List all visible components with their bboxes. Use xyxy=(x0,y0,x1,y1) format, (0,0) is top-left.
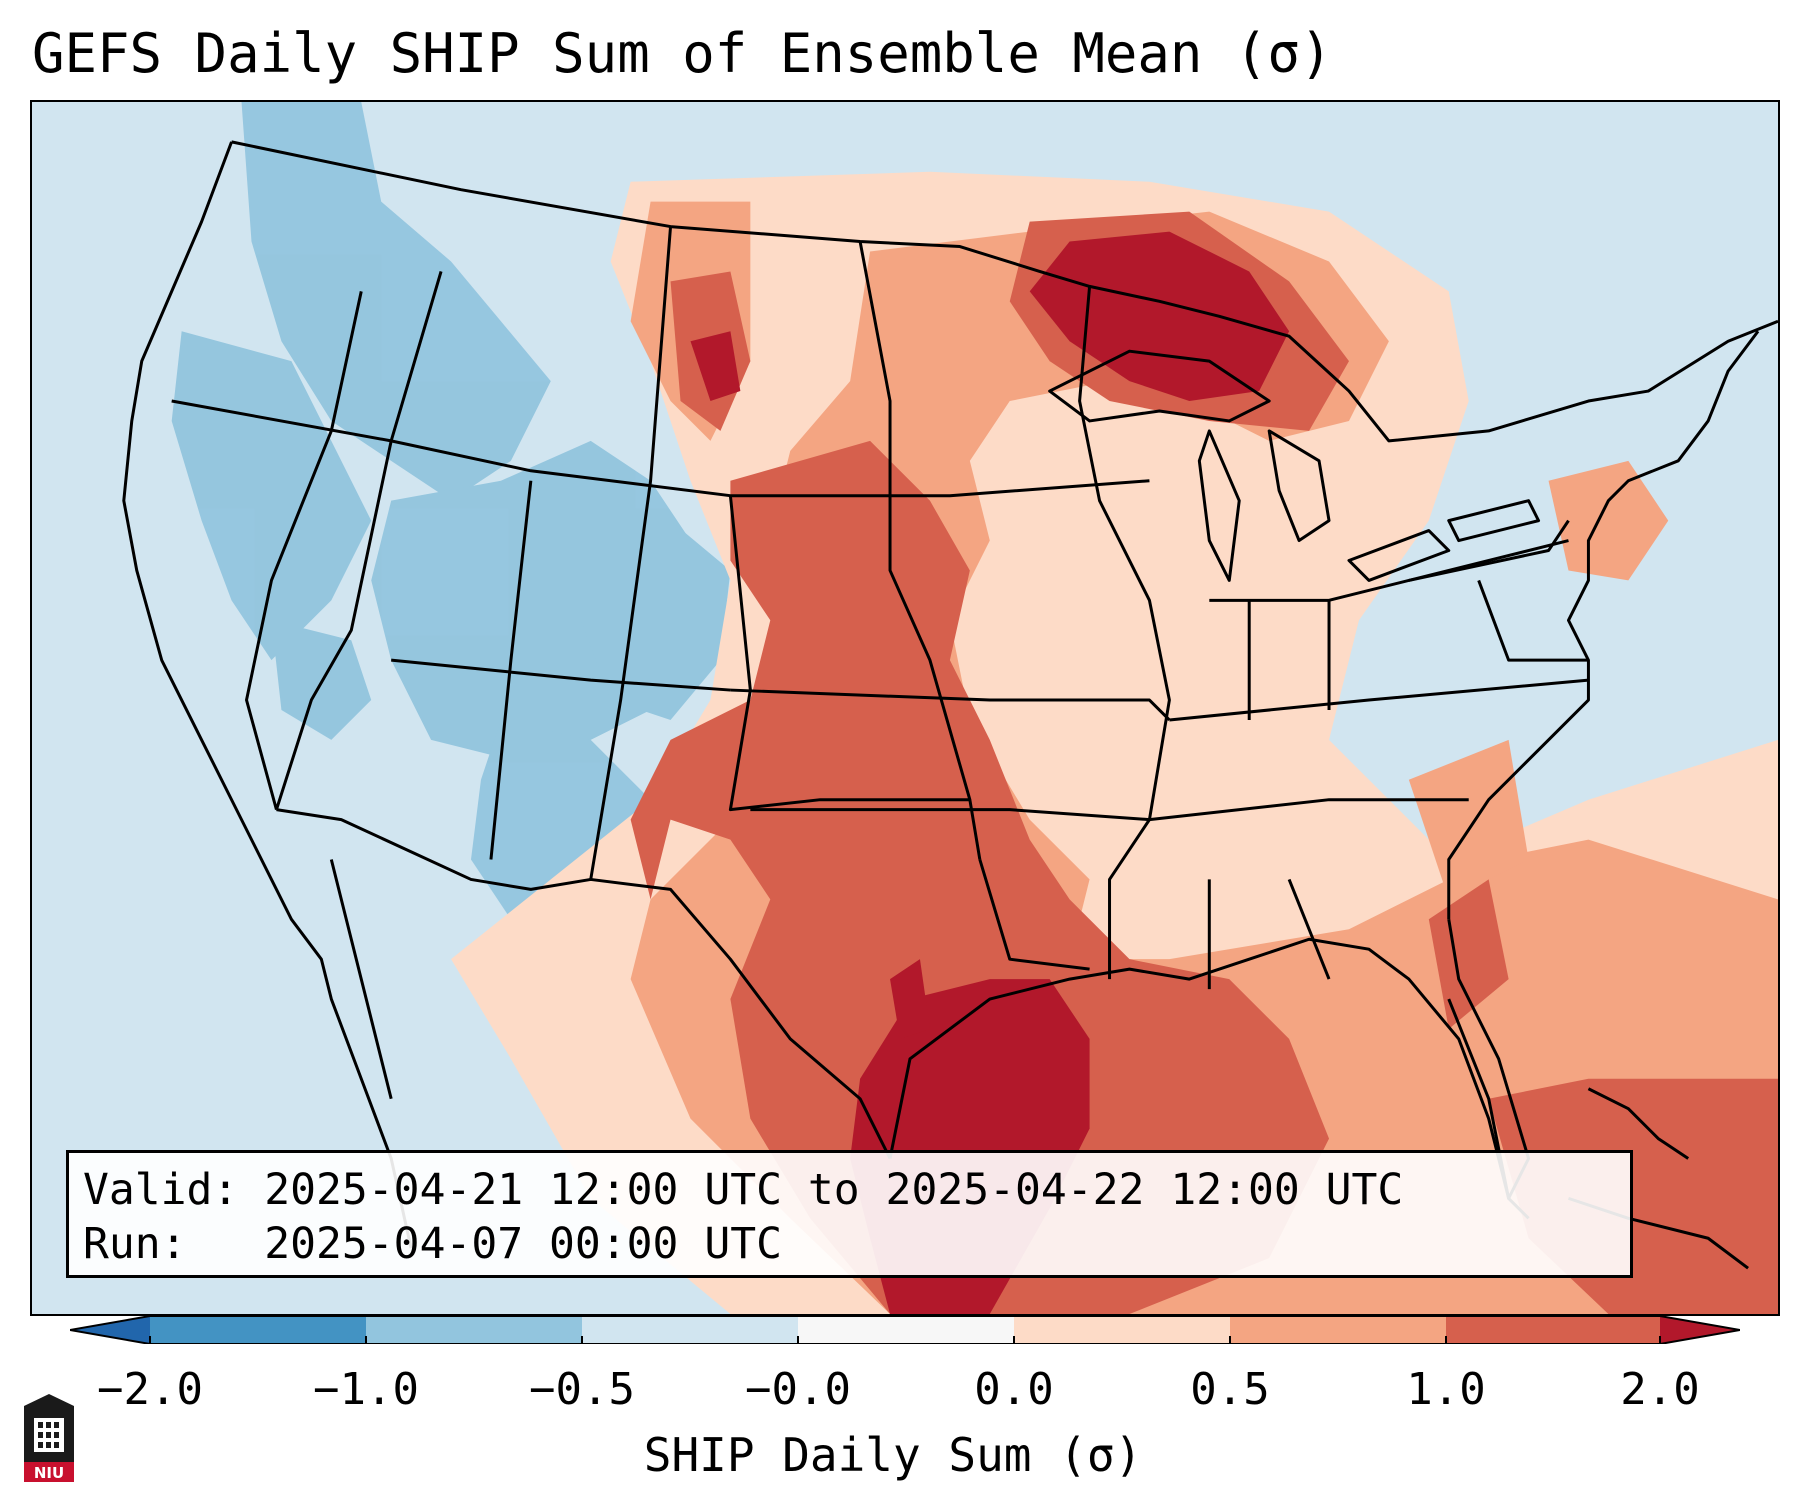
colorbar-tick-label: 1.0 xyxy=(1406,1364,1486,1415)
map-title: GEFS Daily SHIP Sum of Ensemble Mean (σ) xyxy=(32,22,1333,85)
political-boundaries xyxy=(122,140,1778,1270)
run-label: Run: xyxy=(83,1219,187,1269)
colorbar-extend-min xyxy=(70,1316,150,1344)
colorbar-tick-label: −0.0 xyxy=(745,1364,851,1415)
colorbar-tick-label: 0.5 xyxy=(1190,1364,1270,1415)
run-line: Run: 2025-04-07 00:00 UTC xyxy=(83,1217,1630,1271)
colorbar xyxy=(70,1316,1740,1344)
colorbar-seg-neg2-neg1 xyxy=(150,1316,366,1344)
map-canvas xyxy=(32,102,1778,1314)
svg-text:NIU: NIU xyxy=(34,1464,64,1482)
colorbar-tick-label: −2.0 xyxy=(97,1364,203,1415)
valid-line: Valid: 2025-04-21 12:00 UTC to 2025-04-2… xyxy=(83,1163,1630,1217)
colorbar-seg-0-05 xyxy=(1014,1316,1230,1344)
valid-value: 2025-04-21 12:00 UTC to 2025-04-22 12:00… xyxy=(264,1165,1404,1215)
niu-logo-icon: NIU xyxy=(24,1394,74,1482)
colorbar-label: SHIP Daily Sum (σ) xyxy=(643,1428,1143,1482)
colorbar-extend-max xyxy=(1660,1316,1740,1344)
colorbar-seg-05-1 xyxy=(1230,1316,1446,1344)
colorbar-tick-label: −0.5 xyxy=(529,1364,635,1415)
map-panel[interactable] xyxy=(30,100,1780,1316)
colorbar-seg-neg05-0 xyxy=(582,1316,798,1344)
colorbar-seg-1-2 xyxy=(1446,1316,1660,1344)
run-value: 2025-04-07 00:00 UTC xyxy=(264,1219,782,1269)
colorbar-seg-neg1-neg05 xyxy=(366,1316,582,1344)
valid-label: Valid: xyxy=(83,1165,239,1215)
colorbar-tick-label: 2.0 xyxy=(1620,1364,1700,1415)
negative-anomaly-field xyxy=(171,102,731,920)
colorbar-seg-zero xyxy=(798,1316,1014,1344)
colorbar-tick-label: 0.0 xyxy=(974,1364,1054,1415)
valid-run-info-box: Valid: 2025-04-21 12:00 UTC to 2025-04-2… xyxy=(66,1150,1633,1278)
colorbar-tick-label: −1.0 xyxy=(313,1364,419,1415)
